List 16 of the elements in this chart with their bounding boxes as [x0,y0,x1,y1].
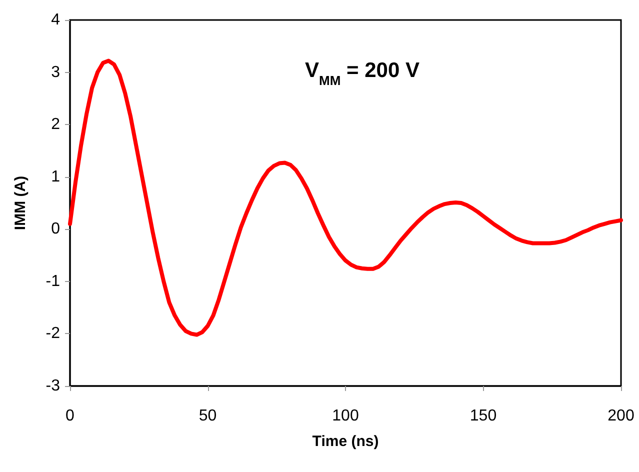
y-tick-label: -1 [46,272,60,290]
x-tick-label: 0 [66,408,75,424]
y-tick-label: -2 [46,325,60,342]
x-tick-label: 150 [470,408,497,424]
y-tick-label: -3 [46,378,60,394]
x-tick-label: 100 [332,408,359,424]
x-axis-title: Time (ns) [312,433,379,450]
x-tick-label: 200 [608,408,634,424]
y-tick-label: 2 [51,116,60,134]
y-tick-label: 0 [51,220,60,238]
y-axis-title: IMM (A) [12,176,29,230]
x-tick-label: 50 [198,408,217,424]
y-tick-label: 1 [51,168,60,186]
line-series [68,58,623,337]
y-tick-label: 3 [51,64,60,81]
y-tick-label: 4 [51,12,60,28]
